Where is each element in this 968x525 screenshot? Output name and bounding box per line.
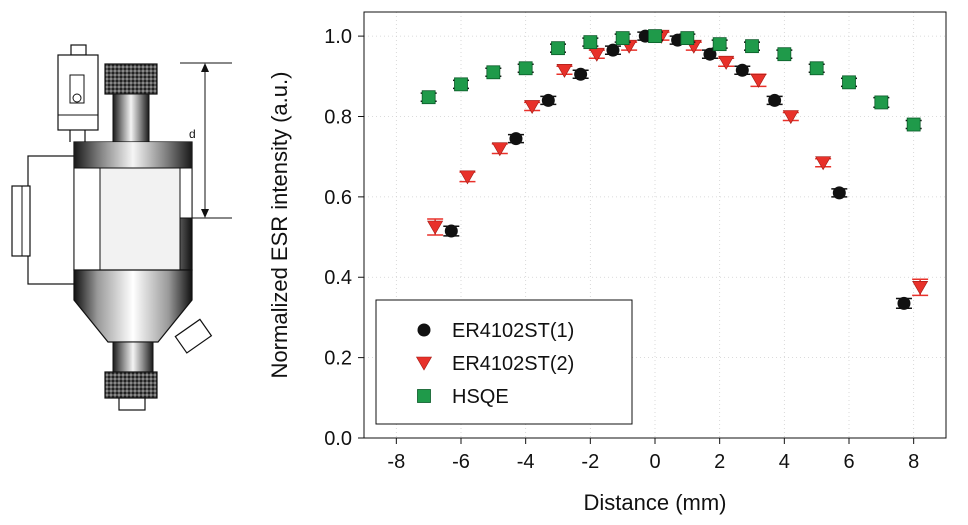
y-axis-label: Normalized ESR intensity (a.u.) [267, 72, 292, 379]
data-point-er4102st-2 [782, 110, 799, 125]
data-point-hsqe [842, 75, 856, 90]
data-point-er4102st-1 [606, 43, 620, 57]
legend-marker-er4102st-2 [415, 356, 433, 371]
data-point-er4102st-1 [832, 186, 846, 200]
y-tick-label: 0.4 [324, 267, 352, 289]
legend: ER4102ST(1) ER4102ST(2) HSQE [375, 299, 633, 425]
y-tick-label: 0.6 [324, 187, 352, 209]
data-point-er4102st-2 [718, 55, 735, 70]
legend-marker-er4102st-1 [417, 323, 431, 337]
data-point-hsqe [906, 117, 921, 132]
x-tick-label: -6 [452, 451, 470, 473]
sample-holder-cap [70, 44, 87, 56]
series-er4102st-2 [427, 29, 929, 297]
x-tick-label: 8 [908, 451, 919, 473]
x-tick-label: 4 [779, 451, 790, 473]
data-point-er4102st-2 [556, 63, 573, 78]
data-point-er4102st-2 [459, 170, 476, 185]
legend-label-er4102st-1: ER4102ST(1) [452, 320, 574, 342]
data-point-hsqe [615, 31, 630, 46]
esr-chart: -8 -6 -4 -2 0 2 4 6 8 0.0 0.2 0.4 0.6 0.8 1.0 Distanc… [267, 11, 947, 515]
side-port [174, 318, 213, 354]
data-point-er4102st-1 [509, 132, 523, 146]
data-point-er4102st-2 [524, 100, 541, 115]
data-point-hsqe [777, 47, 792, 62]
data-point-hsqe [454, 77, 468, 92]
x-axis-ticks: -8 -6 -4 -2 0 2 4 6 8 [387, 438, 919, 473]
legend-box [375, 299, 633, 425]
data-point-hsqe [874, 95, 889, 110]
x-tick-label: -4 [517, 451, 535, 473]
series-hsqe [420, 29, 922, 132]
data-series [420, 29, 929, 310]
top-knob [104, 63, 158, 95]
side-flange [27, 155, 77, 285]
data-point-er4102st-1 [574, 67, 588, 81]
data-point-er4102st-2 [588, 47, 605, 62]
data-point-hsqe [745, 39, 759, 54]
resonator-diagram: d [11, 44, 232, 411]
data-point-hsqe [583, 35, 598, 50]
cavity-cone [73, 269, 193, 343]
bottom-knob [104, 371, 158, 399]
x-tick-label: 0 [649, 451, 660, 473]
data-point-er4102st-2 [750, 74, 767, 88]
side-connector [11, 185, 31, 257]
y-tick-label: 0.8 [324, 106, 352, 128]
x-tick-label: -2 [581, 451, 599, 473]
data-point-er4102st-2 [912, 280, 929, 295]
data-point-hsqe [712, 37, 727, 52]
data-point-hsqe [648, 29, 662, 44]
y-tick-label: 1.0 [324, 26, 352, 48]
data-point-hsqe [518, 61, 533, 76]
x-tick-label: 2 [714, 451, 725, 473]
series-er4102st-1 [443, 29, 912, 310]
data-point-hsqe [421, 90, 436, 105]
data-point-er4102st-2 [427, 220, 444, 235]
dimension-label: d [189, 127, 196, 141]
data-point-er4102st-1 [897, 296, 911, 310]
x-axis-label: Distance (mm) [583, 490, 726, 515]
data-point-er4102st-2 [491, 142, 508, 157]
cavity-window [99, 167, 181, 271]
data-point-hsqe [680, 31, 695, 46]
data-point-hsqe [551, 41, 565, 56]
legend-label-er4102st-2: ER4102ST(2) [452, 353, 574, 375]
data-point-er4102st-1 [768, 93, 782, 107]
legend-marker-hsqe [417, 389, 431, 403]
x-tick-label: 6 [843, 451, 854, 473]
y-tick-label: 0.0 [324, 428, 352, 450]
data-point-er4102st-1 [735, 63, 749, 77]
data-point-er4102st-2 [815, 156, 832, 171]
y-axis-ticks: 0.0 0.2 0.4 0.6 0.8 1.0 [324, 26, 364, 450]
data-point-hsqe [809, 61, 824, 76]
legend-label-hsqe: HSQE [452, 386, 509, 408]
data-point-er4102st-1 [541, 93, 555, 107]
data-point-hsqe [486, 65, 501, 80]
y-tick-label: 0.2 [324, 348, 352, 370]
data-point-er4102st-1 [444, 224, 458, 238]
x-tick-label: -8 [387, 451, 405, 473]
